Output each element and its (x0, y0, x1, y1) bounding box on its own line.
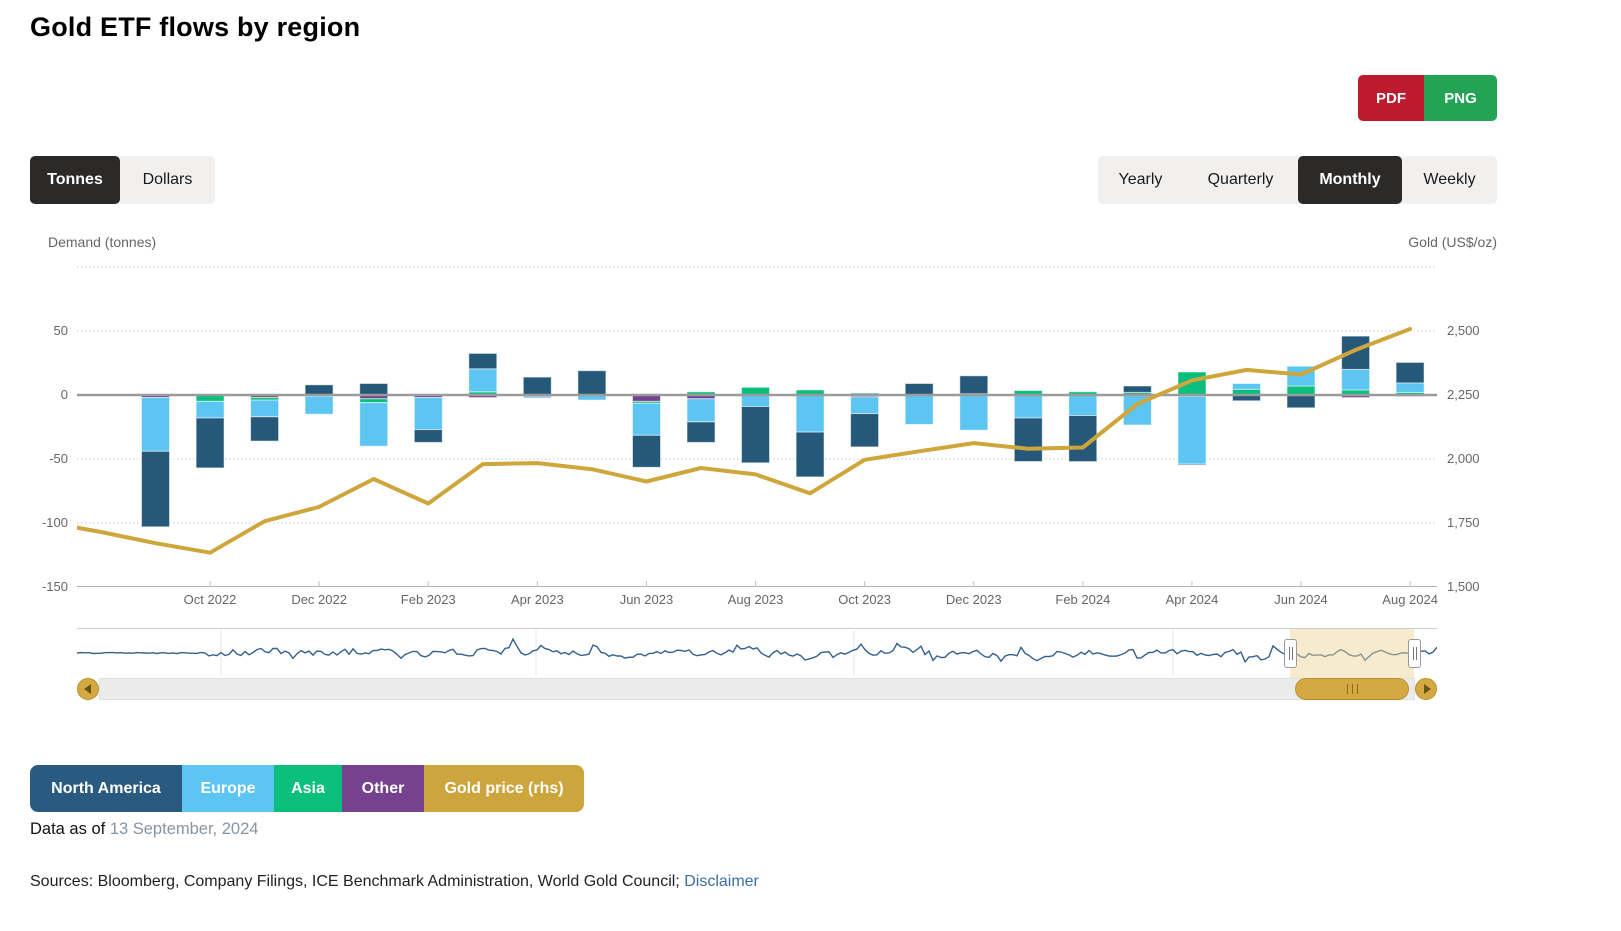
y-tick-label: 2,000 (1447, 451, 1480, 466)
export-pdf-button[interactable]: PDF (1358, 75, 1424, 121)
period-toggle: Yearly Quarterly Monthly Weekly (1098, 156, 1497, 204)
page-title: Gold ETF flows by region (30, 12, 361, 42)
legend-item-asia[interactable]: Asia (274, 765, 342, 812)
period-toggle-weekly[interactable]: Weekly (1423, 171, 1476, 188)
disclaimer-link[interactable]: Disclaimer (684, 873, 759, 890)
period-toggle-yearly[interactable]: Yearly (1118, 171, 1163, 188)
x-tick-label: Oct 2023 (838, 592, 892, 607)
y-tick-label: 1,500 (1447, 579, 1480, 594)
y-tick-label: -50 (49, 451, 68, 466)
data-as-of-date: 13 September, 2024 (109, 820, 259, 838)
scrollbar-left-arrow-icon[interactable] (77, 678, 99, 700)
x-tick-label: Jun 2023 (619, 592, 674, 607)
unit-toggle-tonnes[interactable]: Tonnes (30, 156, 120, 204)
y-tick-label: 1,750 (1447, 515, 1480, 530)
unit-toggle: Tonnes Dollars (30, 156, 215, 204)
unit-toggle-dollars[interactable]: Dollars (142, 171, 193, 188)
x-tick-label: Jun 2024 (1274, 592, 1328, 607)
scrollbar-thumb[interactable] (1295, 678, 1409, 700)
data-as-of: Data as of 13 September, 2024 (30, 820, 258, 839)
x-tick-label: Apr 2023 (510, 592, 564, 607)
legend-item-north-america[interactable]: North America (30, 765, 182, 812)
navigator-left-handle[interactable] (1284, 639, 1297, 668)
x-tick-label: Aug 2024 (1382, 592, 1438, 607)
navigator-right-handle[interactable] (1408, 639, 1421, 668)
navigator-selected-range[interactable] (1290, 629, 1414, 678)
x-tick-label: Feb 2023 (400, 592, 456, 607)
chart-legend: North America Europe Asia Other Gold pri… (30, 765, 584, 812)
period-toggle-monthly[interactable]: Monthly (1298, 156, 1402, 204)
scrollbar-track[interactable] (99, 678, 1415, 700)
x-tick-label: Aug 2023 (727, 592, 784, 607)
chart-plot-area[interactable] (77, 255, 1437, 588)
data-as-of-label: Data as of (30, 820, 106, 838)
x-tick-label: Feb 2024 (1055, 592, 1111, 607)
y-tick-label: 0 (60, 387, 68, 402)
x-tick-label: Dec 2022 (291, 592, 347, 607)
left-axis-title: Demand (tonnes) (48, 234, 157, 250)
x-tick-label: Dec 2023 (945, 592, 1002, 607)
right-axis-title: Gold (US$/oz) (1408, 234, 1497, 250)
sources-text: Sources: Bloomberg, Company Filings, ICE… (30, 873, 685, 890)
sources-line: Sources: Bloomberg, Company Filings, ICE… (30, 873, 759, 891)
legend-item-other[interactable]: Other (342, 765, 424, 812)
export-png-button[interactable]: PNG (1424, 75, 1497, 121)
y-tick-label: 2,250 (1447, 387, 1480, 402)
scrollbar-right-arrow-icon[interactable] (1415, 678, 1437, 700)
period-toggle-quarterly[interactable]: Quarterly (1207, 171, 1274, 188)
navigator-sparkline (76, 628, 1438, 677)
legend-item-europe[interactable]: Europe (182, 765, 274, 812)
x-tick-label: Oct 2022 (183, 592, 237, 607)
y-tick-label: -100 (41, 515, 68, 530)
export-button-group: PDF PNG (1358, 75, 1497, 121)
y-tick-label: 50 (53, 323, 68, 338)
x-tick-label: Apr 2024 (1165, 592, 1219, 607)
chart-navigator[interactable] (76, 628, 1438, 678)
chart-svg (77, 266, 1437, 588)
x-axis-tick-labels: Oct 2022 Dec 2022 Feb 2023 Apr 2023 Jun 2023… (0, 592, 1621, 610)
y-tick-label: -150 (41, 579, 68, 594)
legend-item-gold-price[interactable]: Gold price (rhs) (424, 765, 584, 812)
y-tick-label: 2,500 (1447, 323, 1480, 338)
